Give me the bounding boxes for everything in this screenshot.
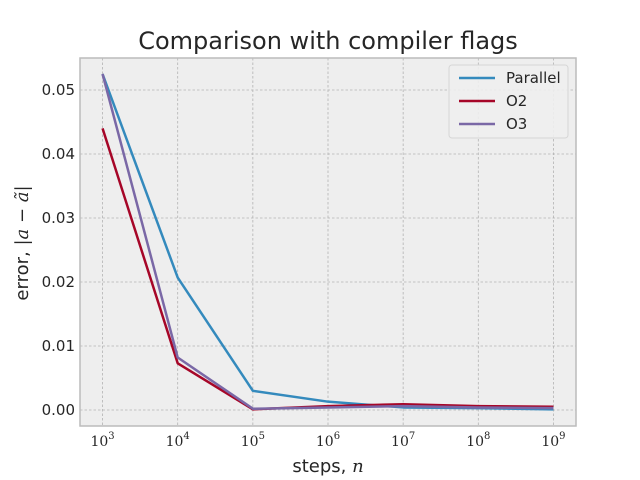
x-tick-base: 10 <box>241 434 259 450</box>
x-tick-base: 10 <box>466 434 484 450</box>
x-tick-exponent: 3 <box>108 431 114 442</box>
x-tick-label: 103 <box>90 431 114 450</box>
x-tick-base: 10 <box>391 434 409 450</box>
plot-frame <box>79 57 577 427</box>
x-tick-label: 106 <box>316 431 340 450</box>
x-tick-label: 108 <box>466 431 490 450</box>
legend-label: O3 <box>506 115 527 133</box>
x-tick-exponent: 7 <box>409 431 415 442</box>
x-tick-label: 107 <box>391 431 415 450</box>
x-tick-exponent: 6 <box>334 431 340 442</box>
series-line-o2 <box>101 128 554 411</box>
y-tick-label: 0.05 <box>42 81 75 99</box>
x-axis-label-math: n <box>352 456 364 477</box>
x-tick-base: 10 <box>90 434 108 450</box>
x-tick-base: 10 <box>541 434 559 450</box>
legend-box <box>448 64 569 139</box>
legend-label: Parallel <box>506 69 561 87</box>
x-tick-exponent: 9 <box>559 431 565 442</box>
y-tick-label: 0.02 <box>42 273 75 291</box>
legend-label: O2 <box>506 92 527 110</box>
x-tick-exponent: 5 <box>259 431 265 442</box>
x-tick-exponent: 8 <box>484 431 490 442</box>
y-tick-label: 0.01 <box>42 337 75 355</box>
y-axis-label-math: |a − ã| <box>12 185 33 245</box>
x-axis-label-text: steps, <box>292 456 352 477</box>
x-tick-label: 104 <box>166 431 190 450</box>
x-tick-base: 10 <box>316 434 334 450</box>
series-line-o3 <box>101 73 554 410</box>
y-axis-label: error, |a − ã| <box>12 185 33 300</box>
chart-title: Comparison with compiler flags <box>138 27 518 55</box>
y-tick-label: 0.00 <box>42 401 75 419</box>
y-tick-label: 0.03 <box>42 209 75 227</box>
y-tick-label: 0.04 <box>42 145 75 163</box>
x-axis-label: steps, n <box>292 456 363 477</box>
x-tick-label: 109 <box>541 431 565 450</box>
x-tick-exponent: 4 <box>183 431 189 442</box>
x-tick-label: 105 <box>241 431 265 450</box>
legend: Parallel O2 O3 <box>448 64 569 139</box>
y-axis-label-text: error, <box>12 246 33 301</box>
x-tick-base: 10 <box>166 434 184 450</box>
